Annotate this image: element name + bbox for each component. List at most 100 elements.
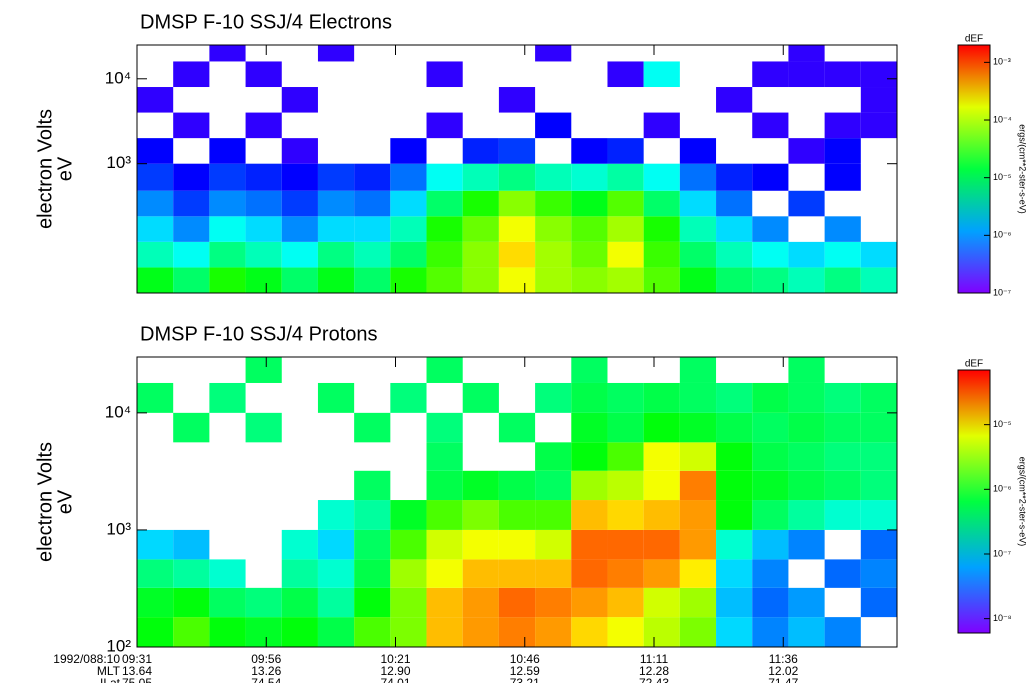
x-row-value: 12.90 xyxy=(380,664,410,678)
cell xyxy=(607,470,644,501)
cell xyxy=(643,470,680,501)
cell xyxy=(643,216,680,242)
cell xyxy=(426,617,463,647)
cell xyxy=(679,470,717,501)
colorbar-tick-label: 10⁻⁵ xyxy=(993,419,1012,429)
cell xyxy=(716,529,753,560)
cell xyxy=(209,617,246,647)
cell xyxy=(245,267,282,293)
cell xyxy=(354,529,391,560)
cell xyxy=(281,267,318,293)
cell xyxy=(281,617,318,647)
cell xyxy=(209,138,246,164)
cell xyxy=(137,87,174,113)
cell xyxy=(209,241,246,268)
cell xyxy=(788,357,825,383)
cell xyxy=(317,559,355,588)
colorbar-tick-label: 10⁻⁷ xyxy=(993,548,1011,558)
x-tick-label: 09:31 xyxy=(122,652,152,666)
cell xyxy=(788,382,825,413)
cell xyxy=(679,190,717,217)
colorbar-tick-label: 10⁻³ xyxy=(993,57,1011,67)
cell xyxy=(281,190,318,217)
cell xyxy=(788,138,825,164)
cell xyxy=(571,587,608,618)
cell xyxy=(607,587,644,618)
cell xyxy=(860,61,897,88)
cell xyxy=(535,617,572,647)
cell xyxy=(354,267,391,293)
x-tick-label: 11:36 xyxy=(769,652,798,666)
colorbar-title: dEF xyxy=(965,359,983,370)
colorbar-tick-label: 10⁻⁷ xyxy=(993,287,1011,297)
cell xyxy=(643,190,680,217)
cell xyxy=(679,138,717,164)
cell xyxy=(752,382,789,413)
cell xyxy=(137,241,174,268)
cell xyxy=(752,267,789,293)
colorbar-tick-label: 10⁻⁶ xyxy=(993,230,1012,240)
cell xyxy=(535,112,572,139)
cell xyxy=(173,190,210,217)
cell xyxy=(752,412,789,443)
cell xyxy=(354,500,391,530)
cell xyxy=(535,529,572,560)
cell xyxy=(498,587,536,618)
x-row-value: 13.26 xyxy=(251,664,281,678)
cell xyxy=(607,267,644,293)
cell xyxy=(679,559,717,588)
cell xyxy=(643,412,680,443)
cell xyxy=(354,216,391,242)
cell xyxy=(317,587,355,618)
cell xyxy=(788,61,825,88)
cell xyxy=(607,190,644,217)
cell xyxy=(607,559,644,588)
x-row-value: 12.02 xyxy=(768,664,798,678)
cell xyxy=(788,470,825,501)
cell xyxy=(535,190,572,217)
cell xyxy=(607,138,644,164)
cell xyxy=(209,45,246,62)
cell xyxy=(354,470,391,501)
cell xyxy=(245,587,282,618)
cell xyxy=(860,267,897,293)
cell xyxy=(679,617,717,647)
cell xyxy=(137,529,174,560)
x-row-value: 71.47 xyxy=(768,676,798,683)
cell xyxy=(317,45,355,62)
cell xyxy=(173,412,210,443)
cell xyxy=(281,241,318,268)
cell xyxy=(571,382,608,413)
x-row-name: ILat xyxy=(100,676,121,683)
cell xyxy=(209,190,246,217)
cell xyxy=(752,61,789,88)
cell xyxy=(498,617,536,647)
cell xyxy=(281,163,318,191)
cell xyxy=(860,442,897,471)
cell xyxy=(607,442,644,471)
cell xyxy=(137,267,174,293)
cell xyxy=(824,412,861,443)
cell xyxy=(535,45,572,62)
cell xyxy=(571,559,608,588)
cell xyxy=(788,442,825,471)
cell xyxy=(173,112,210,139)
cell xyxy=(716,382,753,413)
cell xyxy=(607,61,644,88)
cell xyxy=(426,559,463,588)
cell xyxy=(535,216,572,242)
cell xyxy=(571,470,608,501)
cell xyxy=(824,241,861,268)
cell xyxy=(860,500,897,530)
cell xyxy=(752,241,789,268)
cell xyxy=(173,559,210,588)
y-tick-label: 10² xyxy=(106,636,131,655)
cell xyxy=(571,163,608,191)
cell xyxy=(317,267,355,293)
cell xyxy=(137,216,174,242)
cell xyxy=(860,87,897,113)
cell xyxy=(824,382,861,413)
cell xyxy=(643,61,680,88)
cell xyxy=(716,617,753,647)
cell xyxy=(317,190,355,217)
